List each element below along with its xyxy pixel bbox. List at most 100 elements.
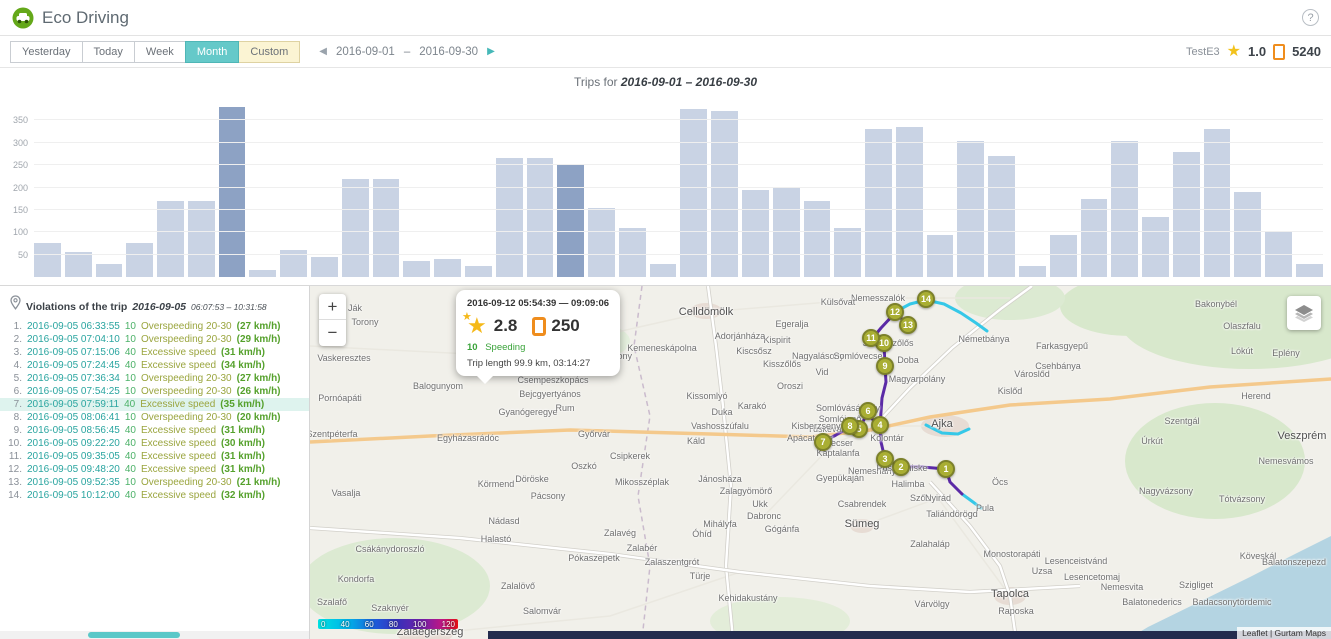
trip-bar[interactable] bbox=[557, 165, 585, 277]
violation-index: 5. bbox=[13, 373, 22, 384]
violation-row[interactable]: 1. 2016-09-05 06:33:55 10 Overspeeding 20-3… bbox=[0, 320, 309, 333]
trip-bar[interactable] bbox=[464, 265, 492, 277]
trip-bar[interactable] bbox=[64, 252, 92, 277]
trip-bar[interactable] bbox=[865, 129, 892, 277]
trip-bar[interactable] bbox=[895, 127, 923, 277]
trip-marker-14[interactable]: 14 bbox=[917, 290, 935, 308]
trip-marker-13[interactable]: 13 bbox=[899, 316, 917, 334]
trip-bar[interactable] bbox=[1296, 263, 1323, 277]
map[interactable]: JákNardaToronyVaskeresztesPornóapátiSzen… bbox=[310, 286, 1331, 639]
trip-bar[interactable] bbox=[1080, 198, 1108, 277]
layers-icon bbox=[1295, 305, 1313, 322]
violation-speed: (31 km/h) bbox=[221, 425, 265, 436]
trip-marker-2[interactable]: 2 bbox=[892, 458, 910, 476]
layers-button[interactable] bbox=[1287, 296, 1321, 330]
trip-bar[interactable] bbox=[34, 243, 61, 277]
eco-driving-logo-icon bbox=[12, 7, 34, 28]
app-header: Eco Driving ? bbox=[0, 0, 1331, 36]
chart-date-to: 2016-09-30 bbox=[695, 75, 758, 89]
trip-bar[interactable] bbox=[311, 256, 338, 277]
trip-bar[interactable] bbox=[680, 109, 708, 277]
violation-row[interactable]: 13. 2016-09-05 09:52:35 10 Overspeeding 20-… bbox=[0, 476, 309, 489]
violation-row[interactable]: 5. 2016-09-05 07:36:34 10 Overspeeding 20-3… bbox=[0, 372, 309, 385]
zoom-in-button[interactable]: + bbox=[319, 294, 346, 320]
trip-bar[interactable] bbox=[1142, 216, 1169, 277]
trip-bar[interactable] bbox=[1019, 265, 1046, 277]
violation-row[interactable]: 8. 2016-09-05 08:06:41 10 Overspeeding 20-3… bbox=[0, 411, 309, 424]
trip-marker-6[interactable]: 6 bbox=[859, 402, 877, 420]
trip-bar[interactable] bbox=[1265, 232, 1293, 277]
trip-bar[interactable] bbox=[834, 227, 862, 277]
violation-speed: (34 km/h) bbox=[221, 360, 265, 371]
trip-bar[interactable] bbox=[711, 111, 738, 277]
help-button[interactable]: ? bbox=[1302, 9, 1319, 26]
trip-bar[interactable] bbox=[988, 156, 1015, 277]
trip-marker-9[interactable]: 9 bbox=[876, 357, 894, 375]
violation-penalty: 40 bbox=[124, 464, 136, 475]
violation-penalty: 10 bbox=[124, 412, 136, 423]
trip-bar[interactable] bbox=[1172, 151, 1200, 277]
violation-time: 2016-09-05 06:33:55 bbox=[27, 321, 120, 332]
period-today-button[interactable]: Today bbox=[81, 40, 135, 63]
violation-row[interactable]: 7. 2016-09-05 07:59:11 40 Excessive speed (3… bbox=[0, 398, 309, 411]
chart-gridline: 350 bbox=[13, 115, 1323, 125]
trip-bar[interactable] bbox=[741, 189, 769, 277]
trip-bar[interactable] bbox=[157, 200, 184, 277]
violation-row[interactable]: 3. 2016-09-05 07:15:06 40 Excessive speed (3… bbox=[0, 346, 309, 359]
trip-bar[interactable] bbox=[280, 250, 308, 277]
violation-row[interactable]: 11. 2016-09-05 09:35:05 40 Excessive speed (… bbox=[0, 450, 309, 463]
trip-bar[interactable] bbox=[218, 106, 246, 277]
violation-row[interactable]: 14. 2016-09-05 10:12:00 40 Excessive speed (… bbox=[0, 489, 309, 502]
violation-row[interactable]: 10. 2016-09-05 09:22:20 40 Excessive speed (… bbox=[0, 437, 309, 450]
trip-bar[interactable] bbox=[126, 243, 154, 277]
trip-marker-11[interactable]: 11 bbox=[862, 329, 880, 347]
trip-bar[interactable] bbox=[1049, 234, 1077, 277]
penalty-card-icon bbox=[1273, 43, 1286, 60]
trip-bar[interactable] bbox=[1203, 129, 1231, 277]
trip-bar[interactable] bbox=[187, 200, 215, 277]
violation-row[interactable]: 2. 2016-09-05 07:04:10 10 Overspeeding 20-3… bbox=[0, 333, 309, 346]
trip-bar[interactable] bbox=[588, 207, 615, 277]
trip-bar[interactable] bbox=[926, 234, 954, 277]
zoom-out-button[interactable]: − bbox=[327, 323, 338, 342]
trip-marker-8[interactable]: 8 bbox=[841, 417, 859, 435]
violation-row[interactable]: 4. 2016-09-05 07:24:45 40 Excessive speed (3… bbox=[0, 359, 309, 372]
trip-bar[interactable] bbox=[434, 259, 461, 277]
period-week-button[interactable]: Week bbox=[133, 40, 186, 63]
trip-bar[interactable] bbox=[341, 178, 369, 277]
violation-index: 8. bbox=[13, 412, 22, 423]
y-axis-label: 200 bbox=[12, 182, 28, 193]
violation-penalty: 10 bbox=[124, 334, 136, 345]
violation-row[interactable]: 12. 2016-09-05 09:48:20 40 Excessive speed (… bbox=[0, 463, 309, 476]
trip-bar[interactable] bbox=[618, 227, 646, 277]
scrollbar-thumb[interactable] bbox=[88, 632, 180, 638]
trip-bar[interactable] bbox=[772, 187, 800, 277]
trip-bar[interactable] bbox=[372, 178, 400, 277]
trip-bar[interactable] bbox=[403, 261, 431, 277]
trips-chart: Trips for 2016-09-01 – 2016-09-30 350 300… bbox=[0, 68, 1331, 286]
trip-bar[interactable] bbox=[649, 263, 677, 277]
trip-bar[interactable] bbox=[1234, 191, 1262, 277]
trip-marker-12[interactable]: 12 bbox=[886, 303, 904, 321]
trip-marker-3[interactable]: 3 bbox=[876, 450, 894, 468]
trip-bar[interactable] bbox=[495, 158, 523, 277]
legend-value: 60 bbox=[364, 619, 374, 629]
trip-bar[interactable] bbox=[803, 200, 831, 277]
period-yesterday-button[interactable]: Yesterday bbox=[10, 40, 83, 63]
next-period-arrow-icon[interactable]: ▶ bbox=[487, 46, 495, 57]
period-custom-button[interactable]: Custom bbox=[238, 40, 301, 63]
trip-bar[interactable] bbox=[95, 263, 123, 277]
trip-bar[interactable] bbox=[526, 158, 554, 277]
date-range-from[interactable]: 2016-09-01 bbox=[336, 45, 395, 58]
date-range-to[interactable]: 2016-09-30 bbox=[419, 45, 479, 58]
trip-bar[interactable] bbox=[249, 270, 277, 277]
trip-marker-7[interactable]: 7 bbox=[814, 433, 832, 451]
trip-marker-4[interactable]: 4 bbox=[871, 416, 889, 434]
prev-period-arrow-icon[interactable]: ◀ bbox=[319, 46, 327, 57]
unit-penalty-value: 5240 bbox=[1292, 44, 1321, 59]
period-month-button[interactable]: Month bbox=[184, 40, 240, 63]
violation-row[interactable]: 9. 2016-09-05 08:56:45 40 Excessive speed (3… bbox=[0, 424, 309, 437]
violation-index: 13. bbox=[8, 477, 22, 488]
violation-row[interactable]: 6. 2016-09-05 07:54:25 10 Overspeeding 20-3… bbox=[0, 385, 309, 398]
trip-marker-1[interactable]: 1 bbox=[937, 460, 955, 478]
